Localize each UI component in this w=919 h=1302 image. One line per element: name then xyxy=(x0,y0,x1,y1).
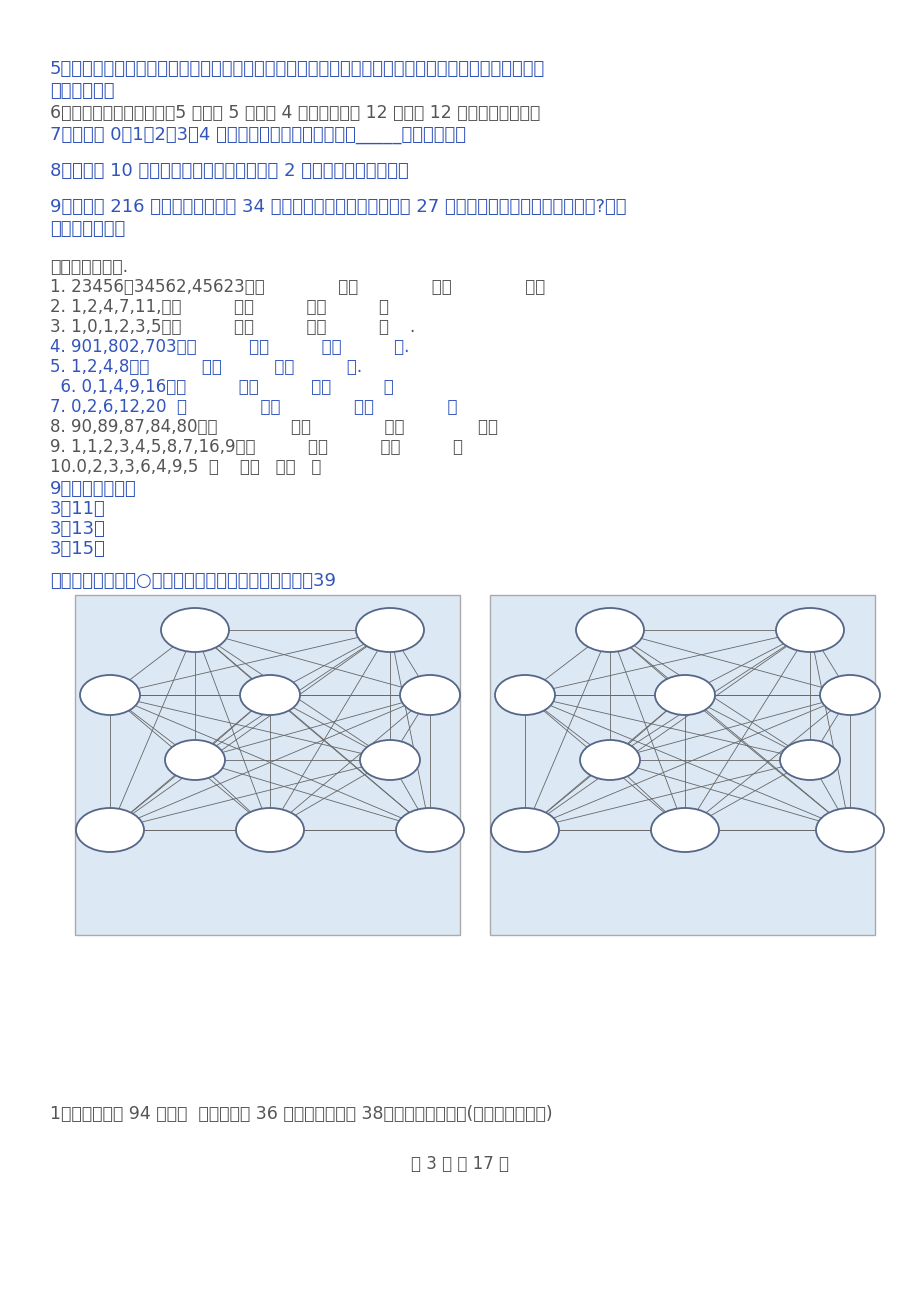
Ellipse shape xyxy=(819,674,879,715)
Text: 5、在一次小学数学竞赛的领奖台上有五名同学上台领奖，他们每两人都相互握了一次手。问：他们共握: 5、在一次小学数学竞赛的领奖台上有五名同学上台领奖，他们每两人都相互握了一次手。… xyxy=(50,60,545,78)
Ellipse shape xyxy=(775,608,843,652)
Ellipse shape xyxy=(815,809,883,852)
Text: 要分别填到下面的○里，让每条直线上数字之和都等于39: 要分别填到下面的○里，让每条直线上数字之和都等于39 xyxy=(50,572,335,590)
Text: 6. 0,1,4,9,16，（          ）（          ）（          ）: 6. 0,1,4,9,16，（ ）（ ）（ ） xyxy=(50,378,393,396)
Ellipse shape xyxy=(356,608,424,652)
Ellipse shape xyxy=(779,740,839,780)
Ellipse shape xyxy=(236,809,303,852)
Text: 4. 901,802,703，（          ）（          ）（          ）.: 4. 901,802,703，（ ）（ ）（ ）. xyxy=(50,339,409,355)
Text: 1．修花坥要用 94 块砖，  第一次掃来 36 块，第二次掄来 38，还要掄多少块？(用两种方法计算): 1．修花坥要用 94 块砖， 第一次掃来 36 块，第二次掄来 38，还要掄多少… xyxy=(50,1105,552,1124)
Text: 7、用数字 0，1，2，3，4 中的任意三个数相加可以得到_____个不同的和。: 7、用数字 0，1，2，3，4 中的任意三个数相加可以得到_____个不同的和。 xyxy=(50,126,466,145)
Text: 3. 1,0,1,2,3,5，（          ）（          ）（          ）    .: 3. 1,0,1,2,3,5，（ ）（ ）（ ） . xyxy=(50,318,414,336)
Text: 2. 1,2,4,7,11,，（          ）（          ）（          ）: 2. 1,2,4,7,11,，（ ）（ ）（ ） xyxy=(50,298,389,316)
Text: 第 3 页 共 17 页: 第 3 页 共 17 页 xyxy=(411,1155,508,1173)
Ellipse shape xyxy=(575,608,643,652)
Text: 了多少次手？: 了多少次手？ xyxy=(50,82,114,100)
Text: 3个13，: 3个13， xyxy=(50,519,106,538)
Ellipse shape xyxy=(161,608,229,652)
Ellipse shape xyxy=(395,809,463,852)
Ellipse shape xyxy=(494,674,554,715)
Text: 10.0,2,3,3,6,4,9,5  （    ）（   ）（   ）: 10.0,2,3,3,6,4,9,5 （ ）（ ）（ ） xyxy=(50,458,321,477)
Ellipse shape xyxy=(651,809,719,852)
Ellipse shape xyxy=(400,674,460,715)
Text: 7. 0,2,6,12,20  （              ）（              ）（              ）: 7. 0,2,6,12,20 （ ）（ ）（ ） xyxy=(50,398,457,417)
Ellipse shape xyxy=(579,740,640,780)
Ellipse shape xyxy=(165,740,225,780)
FancyBboxPatch shape xyxy=(490,595,874,935)
Text: 8. 90,89,87,84,80，（              ）（              ）（              ），: 8. 90,89,87,84,80，（ ）（ ）（ ）， xyxy=(50,418,497,436)
Text: 8、小明有 10 元錢，花去的錢数比剩下的多 2 元，小明花去多少元？: 8、小明有 10 元錢，花去的錢数比剩下的多 2 元，小明花去多少元？ xyxy=(50,161,408,180)
Text: 9. 1,1,2,3,4,5,8,7,16,9，（          ）（          ）（          ）: 9. 1,1,2,3,4,5,8,7,16,9，（ ）（ ）（ ） xyxy=(50,437,462,456)
Ellipse shape xyxy=(359,740,420,780)
Ellipse shape xyxy=(240,674,300,715)
Text: 5. 1,2,4,8，（          ）（          ）（          ）.: 5. 1,2,4,8，（ ）（ ）（ ）. xyxy=(50,358,362,376)
FancyBboxPatch shape xyxy=(75,595,460,935)
Text: 9组数字，分别是: 9组数字，分别是 xyxy=(50,480,137,497)
Text: 1. 23456，34562,45623，（              ）（              ）（              ），: 1. 23456，34562,45623，（ ）（ ）（ ）， xyxy=(50,279,545,296)
Ellipse shape xyxy=(80,674,140,715)
Text: 6、钟鼓楼的钟打点报时，5 点钟打 5 下需要 4 秒钟。问中午 12 点是打 12 下需要多少秒钟？: 6、钟鼓楼的钟打点报时，5 点钟打 5 下需要 4 秒钟。问中午 12 点是打 … xyxy=(50,104,539,122)
Text: 9、有大米 216 千克，第一天用去 34 千克，第二天用去比第一天多 27 千克，第二天用去多少千克大米?还剩: 9、有大米 216 千克，第一天用去 34 千克，第二天用去比第一天多 27 千… xyxy=(50,198,626,216)
Text: 多少千克大米？: 多少千克大米？ xyxy=(50,220,125,238)
Text: 3个15，: 3个15， xyxy=(50,540,106,559)
Ellipse shape xyxy=(491,809,559,852)
Text: 一、按规律填空.: 一、按规律填空. xyxy=(50,258,128,276)
Ellipse shape xyxy=(654,674,714,715)
Text: 3个11，: 3个11， xyxy=(50,500,106,518)
Ellipse shape xyxy=(76,809,144,852)
